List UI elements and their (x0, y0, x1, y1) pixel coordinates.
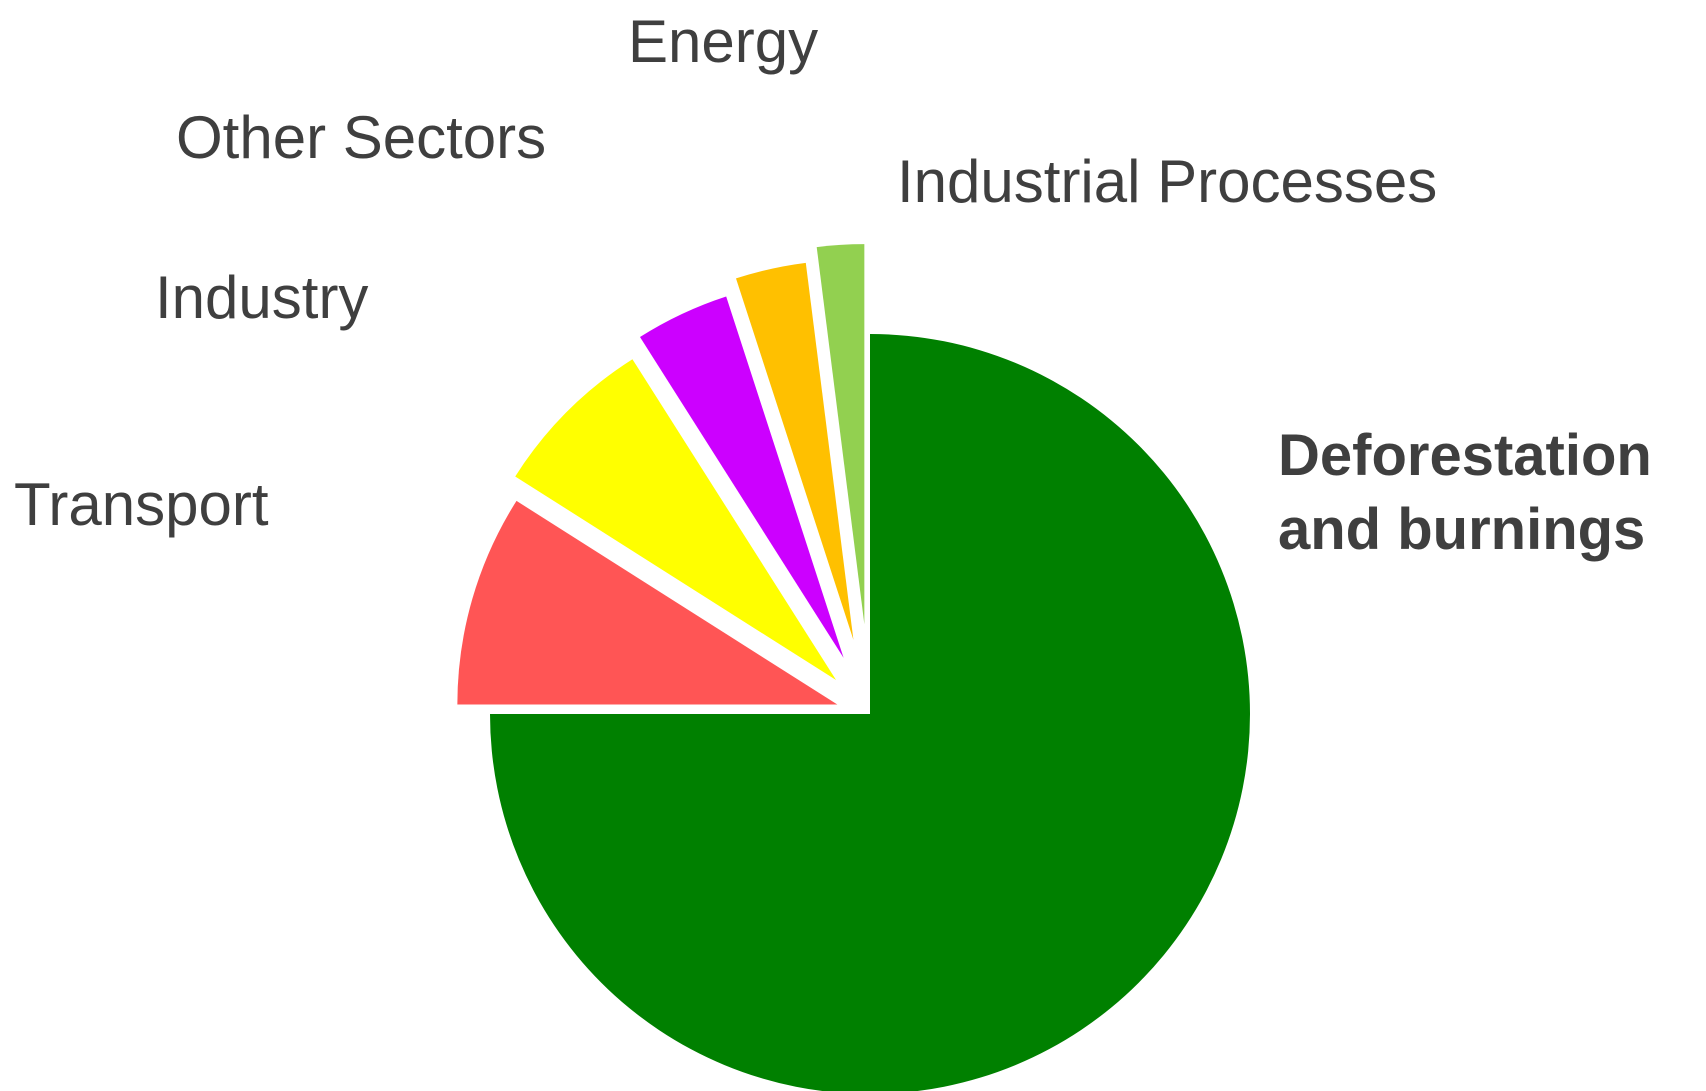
slice-label-deforestation-and-burnings: Deforestation and burnings (1278, 423, 1652, 562)
slice-label-industrial-processes: Industrial Processes (897, 148, 1437, 215)
pie-slice-deforestation-and-burnings (490, 334, 1250, 1091)
slice-label-energy: Energy (628, 8, 818, 75)
slice-label-transport: Transport (14, 471, 269, 538)
pie-slices (457, 244, 1250, 1091)
pie-labels: Deforestation and burnings Transport Indust… (14, 8, 1652, 562)
slice-label-industry: Industry (155, 264, 368, 331)
pie-slice-transport (457, 500, 838, 705)
pie-slice-energy (735, 262, 854, 640)
pie-slice-industry (515, 359, 837, 681)
pie-slice-other-sectors (639, 296, 844, 658)
pie-slice-industrial-processes (816, 244, 865, 625)
slice-label-other-sectors: Other Sectors (176, 104, 546, 171)
